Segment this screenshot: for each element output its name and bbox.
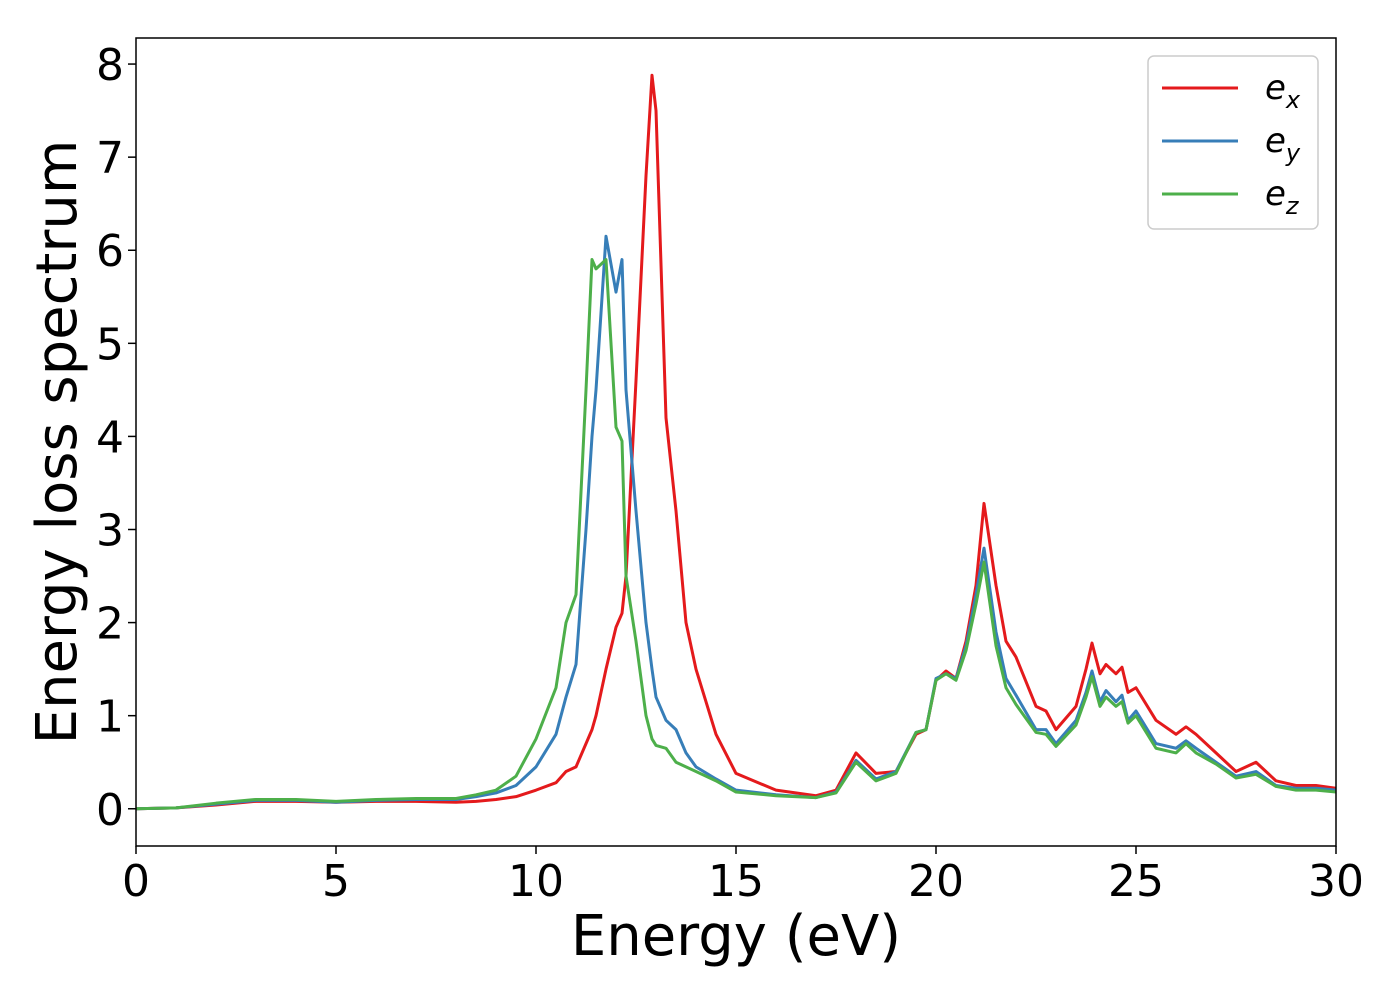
x-tick-label: 25 (1108, 856, 1164, 907)
y-tick-label: 5 (96, 319, 124, 370)
plot-frame (135, 37, 1337, 847)
y-tick-label: 1 (96, 692, 124, 743)
x-tick-label: 30 (1308, 856, 1364, 907)
legend-subscript: y (1285, 139, 1301, 167)
y-tick-label: 8 (96, 40, 124, 91)
data-line (136, 258, 1336, 811)
y-tick-label: 3 (96, 506, 124, 557)
x-tick-label: 10 (508, 856, 564, 907)
x-axis-label: Energy (eV) (571, 904, 901, 969)
y-tick-label: 0 (96, 785, 124, 836)
x-tick-label: 5 (322, 856, 350, 907)
x-tick-label: 20 (908, 856, 964, 907)
y-tick-label: 4 (96, 412, 124, 463)
y-tick-label: 2 (96, 599, 124, 650)
legend-subscript: x (1285, 86, 1301, 114)
y-axis-label: Energy loss spectrum (25, 140, 90, 745)
data-line (136, 73, 1336, 811)
legend-subscript: z (1285, 192, 1300, 220)
y-tick-label: 6 (96, 226, 124, 277)
data-line (136, 234, 1336, 811)
x-tick-label: 0 (122, 856, 150, 907)
x-tick-label: 15 (708, 856, 764, 907)
y-tick-label: 7 (96, 133, 124, 184)
legend-label: ez (1265, 174, 1300, 220)
